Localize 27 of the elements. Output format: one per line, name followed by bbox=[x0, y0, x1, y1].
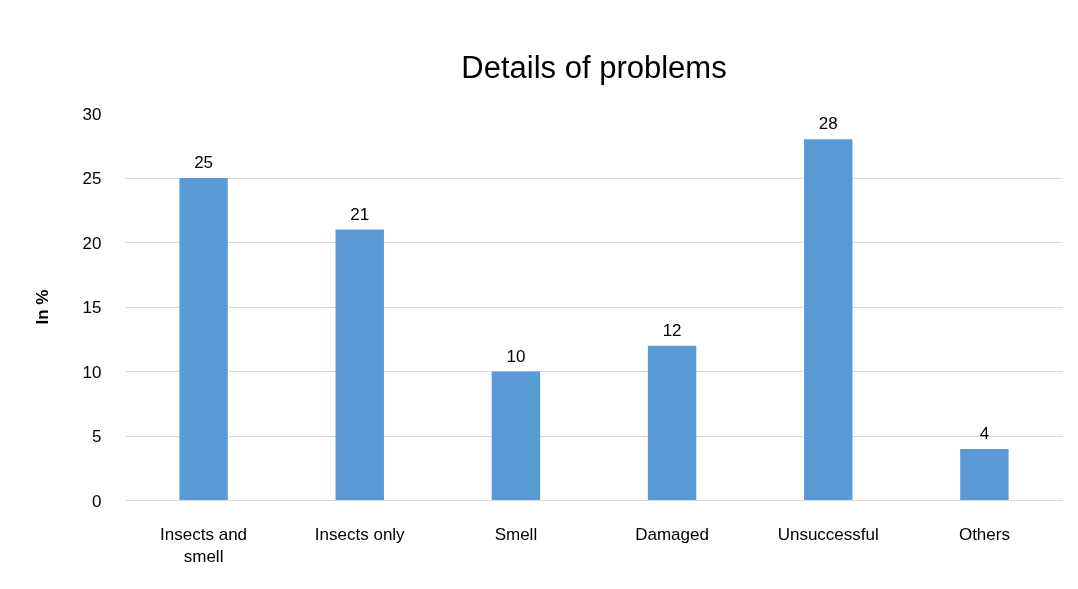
chart-title: Details of problems bbox=[461, 49, 727, 85]
y-tick-label: 15 bbox=[82, 298, 102, 317]
data-label: 25 bbox=[194, 153, 214, 172]
data-label: 28 bbox=[818, 114, 838, 134]
bar bbox=[647, 345, 697, 501]
data-label: 10 bbox=[506, 346, 526, 366]
x-tick-label: Smell bbox=[494, 524, 538, 544]
y-tick-label: 10 bbox=[82, 362, 102, 382]
y-tick-label: 25 bbox=[82, 169, 102, 188]
data-label: 4 bbox=[979, 423, 990, 443]
bar bbox=[960, 448, 1009, 501]
y-axis-title: In % bbox=[32, 289, 52, 325]
bar bbox=[179, 178, 228, 501]
x-tick-label: Others bbox=[958, 524, 1010, 544]
y-tick-label: 5 bbox=[92, 427, 102, 446]
data-label: 12 bbox=[662, 320, 682, 340]
bar bbox=[491, 371, 541, 501]
bar bbox=[335, 229, 384, 501]
x-tick-label: Damaged bbox=[635, 524, 709, 544]
bar bbox=[804, 139, 853, 501]
x-tick-label: Insects and smell bbox=[160, 524, 248, 567]
y-tick-label: 20 bbox=[82, 233, 102, 253]
y-tick-label: 0 bbox=[92, 491, 102, 511]
x-tick-label: Unsuccessful bbox=[777, 524, 879, 544]
y-tick-label: 30 bbox=[82, 104, 102, 124]
data-label: 21 bbox=[350, 204, 370, 224]
x-tick-label: Insects only bbox=[314, 524, 406, 544]
